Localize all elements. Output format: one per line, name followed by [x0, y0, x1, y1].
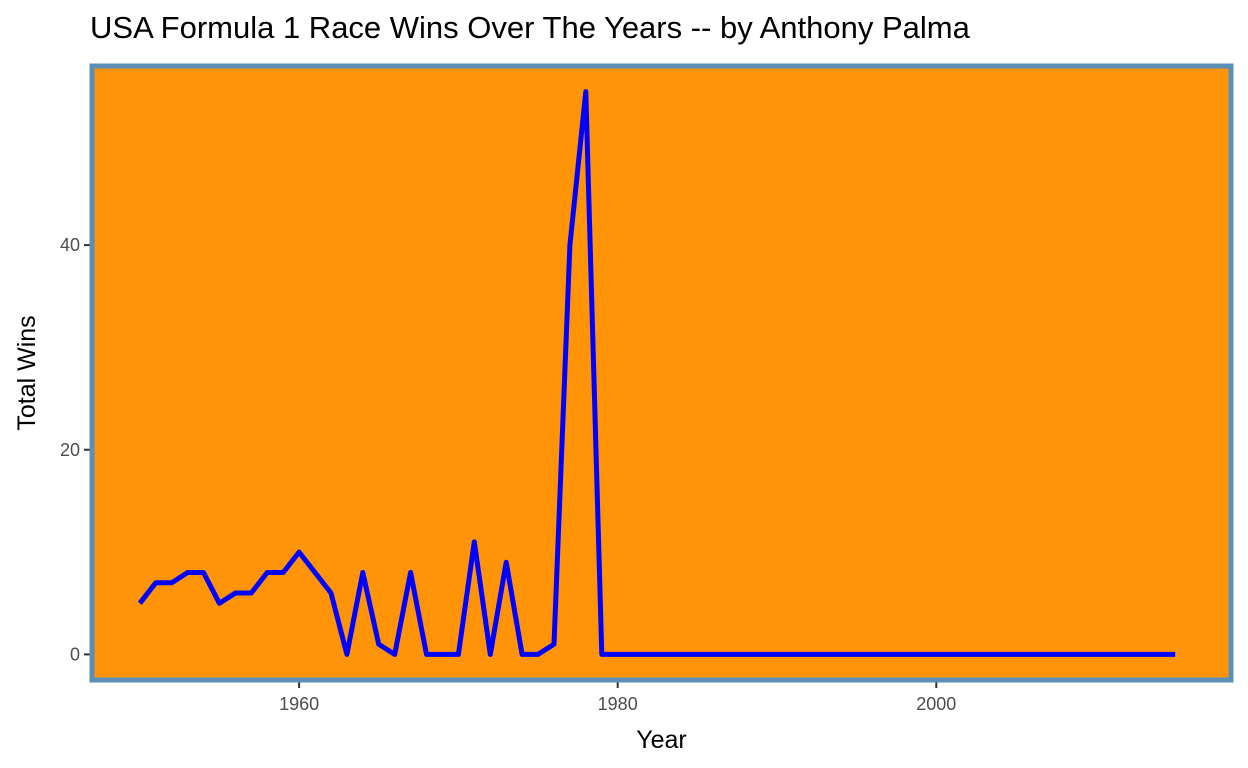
y-tick-label: 0 [70, 644, 80, 664]
x-axis: 1960 1980 2000 [279, 682, 956, 714]
plot-panel [89, 63, 1234, 683]
y-axis: 0 20 40 [60, 235, 90, 664]
y-axis-title: Total Wins [13, 315, 41, 430]
x-axis-title: Year [636, 726, 687, 754]
series-line [137, 89, 1176, 657]
y-tick-label: 20 [60, 440, 80, 460]
x-tick-label: 1960 [279, 694, 319, 714]
y-tick-label: 40 [60, 235, 80, 255]
x-tick-label: 1980 [598, 694, 638, 714]
x-tick-label: 2000 [916, 694, 956, 714]
chart-title: USA Formula 1 Race Wins Over The Years -… [90, 10, 970, 45]
